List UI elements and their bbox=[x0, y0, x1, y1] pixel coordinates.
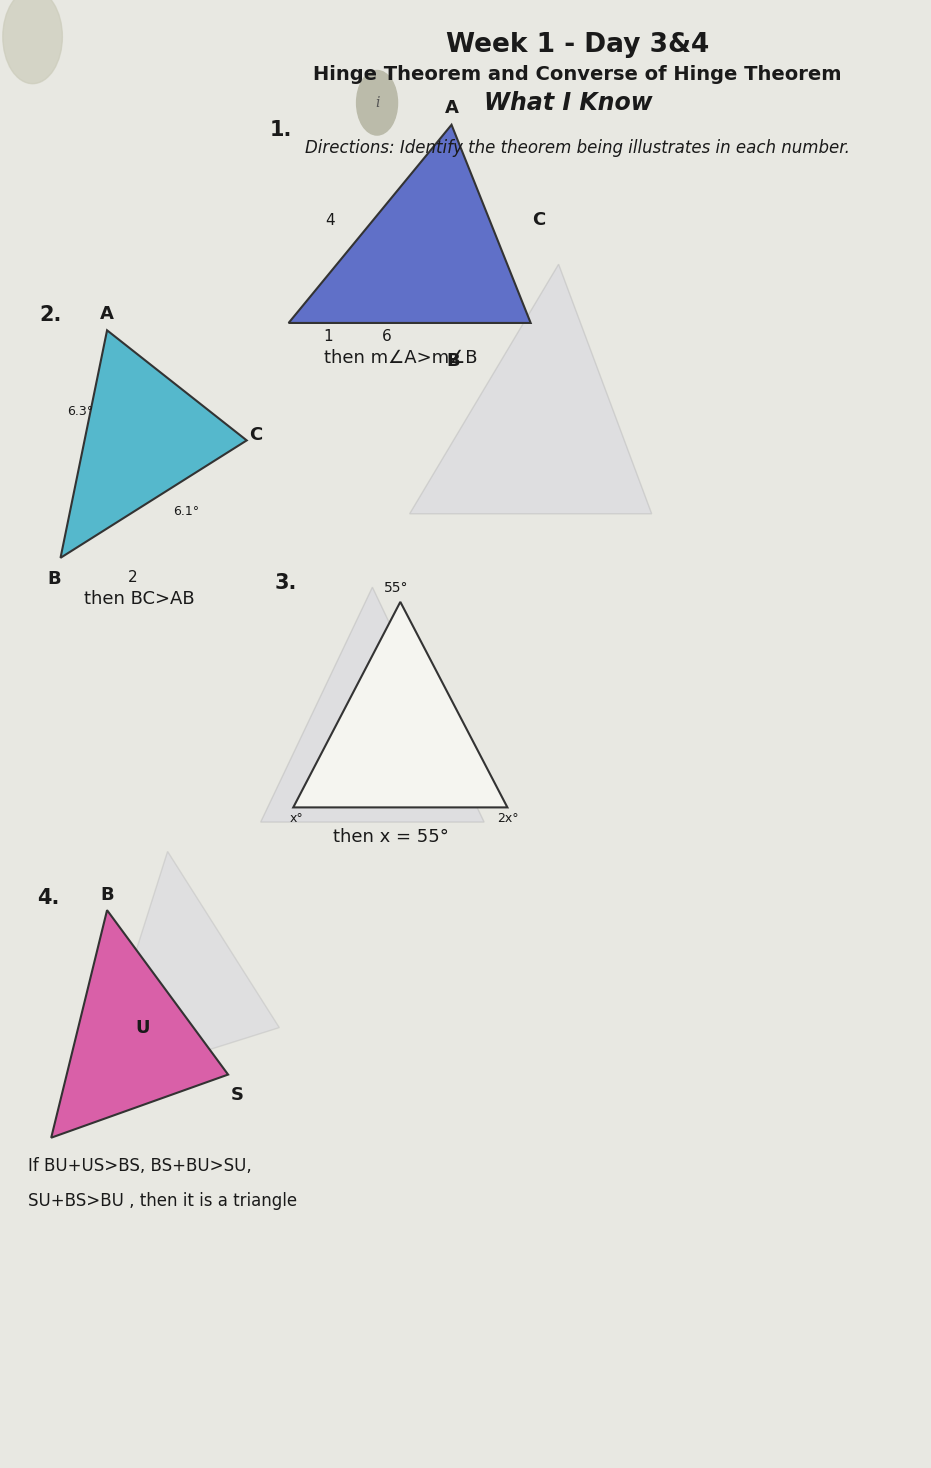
Circle shape bbox=[3, 0, 62, 84]
Text: S: S bbox=[231, 1086, 244, 1104]
Text: C: C bbox=[533, 211, 546, 229]
Text: 2.: 2. bbox=[39, 305, 61, 326]
Text: x°: x° bbox=[290, 812, 303, 825]
Text: A: A bbox=[101, 305, 114, 323]
Text: Hinge Theorem and Converse of Hinge Theorem: Hinge Theorem and Converse of Hinge Theo… bbox=[313, 65, 842, 84]
Polygon shape bbox=[93, 851, 279, 1086]
Circle shape bbox=[357, 70, 398, 135]
Text: Week 1 - Day 3&4: Week 1 - Day 3&4 bbox=[446, 32, 708, 59]
Polygon shape bbox=[261, 587, 484, 822]
Polygon shape bbox=[61, 330, 247, 558]
Text: 4.: 4. bbox=[37, 888, 60, 909]
Text: B: B bbox=[47, 570, 61, 587]
Text: What I Know: What I Know bbox=[484, 91, 653, 115]
Text: C: C bbox=[250, 426, 263, 443]
Text: If BU+US>BS, BS+BU>SU,: If BU+US>BS, BS+BU>SU, bbox=[28, 1157, 251, 1174]
Polygon shape bbox=[289, 125, 531, 323]
Text: 6: 6 bbox=[382, 329, 391, 344]
Text: A: A bbox=[445, 100, 458, 117]
Text: SU+BS>BU , then it is a triangle: SU+BS>BU , then it is a triangle bbox=[28, 1192, 297, 1210]
Text: 2x°: 2x° bbox=[497, 812, 519, 825]
Text: 55°: 55° bbox=[385, 580, 409, 595]
Text: 4: 4 bbox=[326, 213, 335, 228]
Text: U: U bbox=[135, 1019, 150, 1036]
Polygon shape bbox=[410, 264, 652, 514]
Text: 6.3°: 6.3° bbox=[67, 405, 93, 417]
Text: i: i bbox=[375, 95, 379, 110]
Text: B: B bbox=[101, 887, 114, 904]
Text: then BC>AB: then BC>AB bbox=[84, 590, 195, 608]
Text: 2: 2 bbox=[128, 570, 138, 584]
Text: 1: 1 bbox=[324, 329, 333, 344]
Polygon shape bbox=[293, 602, 507, 807]
Polygon shape bbox=[51, 910, 228, 1138]
Text: B: B bbox=[447, 352, 460, 370]
Text: then m∠A>m∠B: then m∠A>m∠B bbox=[324, 349, 477, 367]
Text: Directions: Identify the theorem being illustrates in each number.: Directions: Identify the theorem being i… bbox=[304, 139, 850, 157]
Text: then x = 55°: then x = 55° bbox=[333, 828, 449, 846]
Text: 3.: 3. bbox=[275, 573, 297, 593]
Text: 1.: 1. bbox=[270, 120, 292, 141]
Text: 6.1°: 6.1° bbox=[173, 505, 199, 518]
